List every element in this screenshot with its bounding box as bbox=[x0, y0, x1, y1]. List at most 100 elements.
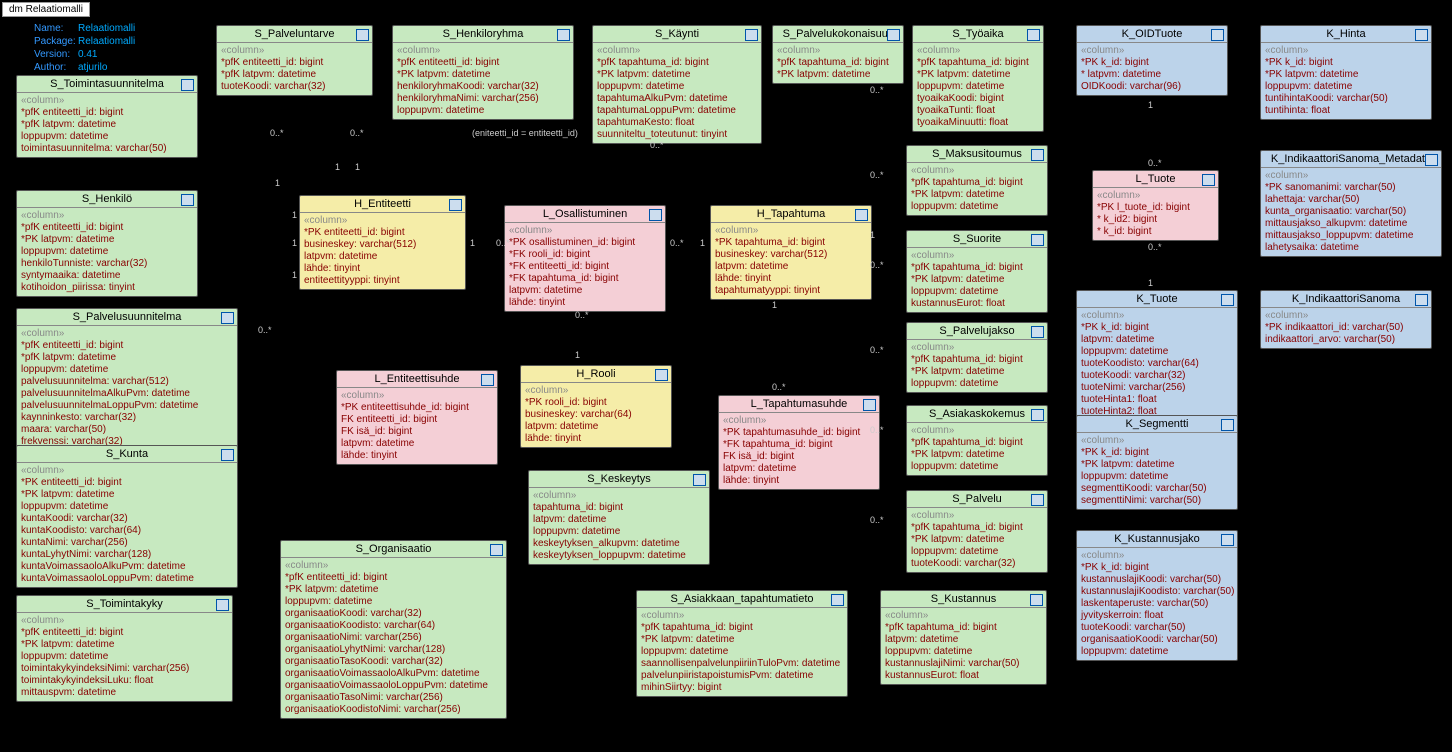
entity-title: H_Rooli bbox=[521, 366, 671, 383]
multiplicity-label: 0..* bbox=[772, 382, 786, 392]
attribute-row: palvelusuunnitelma: varchar(512) bbox=[21, 376, 233, 388]
attribute-row: tyoaikaMinuutti: float bbox=[917, 117, 1039, 129]
entity-k_tuote[interactable]: K_Tuote«column»*PK k_id: bigint latpvm: … bbox=[1076, 290, 1238, 421]
multiplicity-label: 0..* bbox=[258, 325, 272, 335]
entity-s_palvelujakso[interactable]: S_Palvelujakso«column»*pfK tapahtuma_id:… bbox=[906, 322, 1048, 393]
entity-s_kustannus[interactable]: S_Kustannus«column»*pfK tapahtuma_id: bi… bbox=[880, 590, 1047, 685]
attribute-row: henkiloryhmaKoodi: varchar(32) bbox=[397, 81, 569, 93]
entity-body: «column»*pfK entiteetti_id: bigint*PK la… bbox=[17, 208, 197, 296]
entity-title: H_Entiteetti bbox=[300, 196, 465, 213]
entity-l_osallistuminen[interactable]: L_Osallistuminen«column»*PK osallistumin… bbox=[504, 205, 666, 312]
entity-k_hinta[interactable]: K_Hinta«column»*PK k_id: bigint*PK latpv… bbox=[1260, 25, 1432, 120]
attribute-row: kuntaNimi: varchar(256) bbox=[21, 537, 233, 549]
diagram-meta: Name:Relaatiomalli Package:Relaatiomalli… bbox=[34, 22, 135, 74]
entity-body: «column»*pfK entiteetti_id: bigint*PK la… bbox=[281, 558, 506, 718]
attribute-row: *PK latpvm: datetime bbox=[1081, 459, 1233, 471]
attribute-row: FK isä_id: bigint bbox=[341, 426, 493, 438]
attribute-row: suunniteltu_toteutunut: tinyint bbox=[597, 129, 757, 141]
attribute-row: henkiloTunniste: varchar(32) bbox=[21, 258, 193, 270]
entity-title: L_Osallistuminen bbox=[505, 206, 665, 223]
entity-k_kustannusjako[interactable]: K_Kustannusjako«column»*PK k_id: bigint … bbox=[1076, 530, 1238, 661]
entity-s_henkilo[interactable]: S_Henkilö«column»*pfK entiteetti_id: big… bbox=[16, 190, 198, 297]
attribute-row: * k_id: bigint bbox=[1097, 226, 1214, 238]
attribute-row: *PK tapahtumasuhde_id: bigint bbox=[723, 427, 875, 439]
attribute-row: *PK latpvm: datetime bbox=[911, 534, 1043, 546]
attribute-row: *PK k_id: bigint bbox=[1265, 57, 1427, 69]
attribute-row: kustannusEurot: float bbox=[911, 298, 1043, 310]
attribute-row: tapahtuma_id: bigint bbox=[533, 502, 705, 514]
entity-body: «column»*pfK entiteetti_id: bigint*pfK l… bbox=[17, 326, 237, 450]
entity-h_entiteetti[interactable]: H_Entiteetti«column»*PK entiteetti_id: b… bbox=[299, 195, 466, 290]
entity-s_palveluntarve[interactable]: S_Palveluntarve«column»*pfK entiteetti_i… bbox=[216, 25, 373, 96]
table-icon bbox=[490, 544, 503, 556]
stereotype-label: «column» bbox=[304, 215, 461, 227]
entity-s_tyoaika[interactable]: S_Työaika«column»*pfK tapahtuma_id: bigi… bbox=[912, 25, 1044, 132]
attribute-row: mihinSiirtyy: bigint bbox=[641, 682, 843, 694]
attribute-row: organisaatioKoodi: varchar(50) bbox=[1081, 634, 1233, 646]
entity-s_asiakaskokemus[interactable]: S_Asiakaskokemus«column»*pfK tapahtuma_i… bbox=[906, 405, 1048, 476]
table-icon bbox=[1415, 294, 1428, 306]
stereotype-label: «column» bbox=[285, 560, 502, 572]
entity-body: «column»*PK tapahtuma_id: bigint busines… bbox=[711, 223, 871, 299]
entity-l_entiteettisuhde[interactable]: L_Entiteettisuhde«column»*PK entiteettis… bbox=[336, 370, 498, 465]
attribute-row: keskeytyksen_loppupvm: datetime bbox=[533, 550, 705, 562]
entity-s_henkiloryhma[interactable]: S_Henkiloryhma«column»*pfK entiteetti_id… bbox=[392, 25, 574, 120]
entity-body: «column»*pfK tapahtuma_id: bigint*PK lat… bbox=[907, 340, 1047, 392]
table-icon bbox=[1031, 326, 1044, 338]
entity-s_suorite[interactable]: S_Suorite«column»*pfK tapahtuma_id: bigi… bbox=[906, 230, 1048, 313]
entity-l_tapahtumasuhde[interactable]: L_Tapahtumasuhde«column»*PK tapahtumasuh… bbox=[718, 395, 880, 490]
stereotype-label: «column» bbox=[715, 225, 867, 237]
attribute-row: *pfK entiteetti_id: bigint bbox=[397, 57, 569, 69]
attribute-row: *PK latpvm: datetime bbox=[597, 69, 757, 81]
table-icon bbox=[216, 599, 229, 611]
entity-h_tapahtuma[interactable]: H_Tapahtuma«column»*PK tapahtuma_id: big… bbox=[710, 205, 872, 300]
attribute-row: tapahtumatyyppi: tinyint bbox=[715, 285, 867, 297]
multiplicity-label: 0..* bbox=[870, 425, 884, 435]
entity-l_tuote[interactable]: L_Tuote«column»*PK l_tuote_id: bigint* k… bbox=[1092, 170, 1219, 241]
attribute-row: *PK latpvm: datetime bbox=[21, 489, 233, 501]
entity-s_kaynti[interactable]: S_Käynti«column»*pfK tapahtuma_id: bigin… bbox=[592, 25, 762, 144]
entity-s_palvelusuunnitelma[interactable]: S_Palvelusuunnitelma«column»*pfK entitee… bbox=[16, 308, 238, 451]
entity-k_indmeta[interactable]: K_IndikaattoriSanoma_Metadata«column»*PK… bbox=[1260, 150, 1442, 257]
attribute-row: OIDKoodi: varchar(96) bbox=[1081, 81, 1223, 93]
entity-s_asiaktap[interactable]: S_Asiakkaan_tapahtumatieto«column»*pfK t… bbox=[636, 590, 848, 697]
attribute-row: kotihoidon_piirissa: tinyint bbox=[21, 282, 193, 294]
entity-s_keskeytys[interactable]: S_Keskeytys«column» tapahtuma_id: bigint… bbox=[528, 470, 710, 565]
attribute-row: *pfK latpvm: datetime bbox=[221, 69, 368, 81]
entity-s_organisaatio[interactable]: S_Organisaatio«column»*pfK entiteetti_id… bbox=[280, 540, 507, 719]
attribute-row: latpvm: datetime bbox=[723, 463, 875, 475]
entity-s_toimintakyky[interactable]: S_Toimintakyky«column»*pfK entiteetti_id… bbox=[16, 595, 233, 702]
multiplicity-label: 0..* bbox=[650, 140, 664, 150]
attribute-row: loppupvm: datetime bbox=[21, 246, 193, 258]
attribute-row: organisaatioLyhytNimi: varchar(128) bbox=[285, 644, 502, 656]
entity-body: «column»*pfK tapahtuma_id: bigint*PK lat… bbox=[907, 248, 1047, 312]
attribute-row: kuntaLyhytNimi: varchar(128) bbox=[21, 549, 233, 561]
table-icon bbox=[1415, 29, 1428, 41]
attribute-row: *pfK tapahtuma_id: bigint bbox=[911, 177, 1043, 189]
table-icon bbox=[1221, 534, 1234, 546]
entity-body: «column»*PK k_id: bigint* latpvm: dateti… bbox=[1077, 43, 1227, 95]
stereotype-label: «column» bbox=[911, 425, 1043, 437]
attribute-row: organisaatioTasoNimi: varchar(256) bbox=[285, 692, 502, 704]
attribute-row: kunta_organisaatio: varchar(50) bbox=[1265, 206, 1437, 218]
entity-title: S_Toimintasuunnitelma bbox=[17, 76, 197, 93]
attribute-row: lähde: tinyint bbox=[715, 273, 867, 285]
table-icon bbox=[1031, 494, 1044, 506]
entity-s_palvelu[interactable]: S_Palvelu«column»*pfK tapahtuma_id: bigi… bbox=[906, 490, 1048, 573]
entity-title: S_Työaika bbox=[913, 26, 1043, 43]
attribute-row: *PK latpvm: datetime bbox=[911, 449, 1043, 461]
entity-body: «column»*PK entiteettisuhde_id: bigintFK… bbox=[337, 388, 497, 464]
attribute-row: mittauspvm: datetime bbox=[21, 687, 228, 699]
entity-h_rooli[interactable]: H_Rooli«column»*PK rooli_id: bigint busi… bbox=[520, 365, 672, 448]
entity-s_maksusitoumus[interactable]: S_Maksusitoumus«column»*pfK tapahtuma_id… bbox=[906, 145, 1048, 216]
entity-k_segmentti[interactable]: K_Segmentti«column»*PK k_id: bigint*PK l… bbox=[1076, 415, 1238, 510]
entity-s_toimintasuunnitelma[interactable]: S_Toimintasuunnitelma«column»*pfK entite… bbox=[16, 75, 198, 158]
table-icon bbox=[1031, 234, 1044, 246]
entity-s_kunta[interactable]: S_Kunta«column»*PK entiteetti_id: bigint… bbox=[16, 445, 238, 588]
entity-title: S_Palvelu bbox=[907, 491, 1047, 508]
attribute-row: segmenttiKoodi: varchar(50) bbox=[1081, 483, 1233, 495]
entity-k_oidtuote[interactable]: K_OIDTuote«column»*PK k_id: bigint* latp… bbox=[1076, 25, 1228, 96]
entity-k_indsan[interactable]: K_IndikaattoriSanoma«column»*PK indikaat… bbox=[1260, 290, 1432, 349]
entity-s_palvelukokonaisuus[interactable]: S_Palvelukokonaisuus«column»*pfK tapahtu… bbox=[772, 25, 904, 84]
multiplicity-label: 1 bbox=[292, 238, 297, 248]
